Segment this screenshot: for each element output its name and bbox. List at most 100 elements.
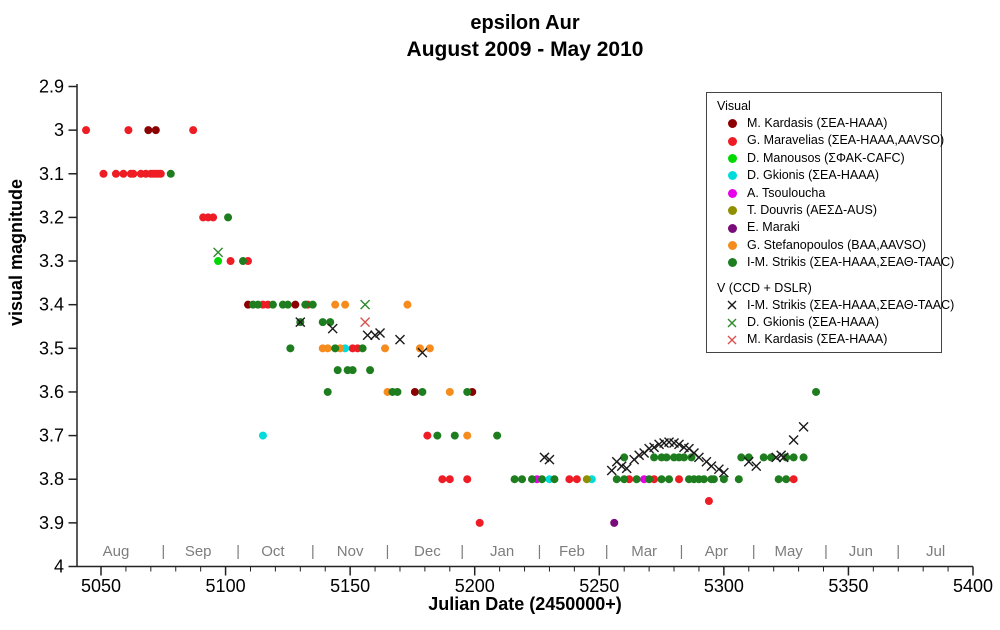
y-tick-label: 3.6 [39,382,64,402]
legend-x-icon [717,334,747,346]
data-point-strikis_v [799,453,808,462]
month-label: Sep [185,543,212,560]
month-label: Apr [705,543,728,560]
legend-dot-icon [717,223,747,233]
dot-icon [727,153,737,163]
data-point-manousos_v [214,257,223,266]
x-tick-label: 5050 [81,576,121,596]
data-point-maravelias_v [789,475,798,484]
x-tick-label: 5300 [704,576,744,596]
data-point-strikis_ccd [771,452,782,463]
data-point-stefanopoulos_v [323,344,332,353]
data-point-strikis_ccd [544,454,555,465]
data-point-strikis_v [719,475,728,484]
data-point-strikis_v [687,453,696,462]
data-point-maravelias_v [572,475,581,484]
data-point-strikis_v [301,300,310,309]
data-point-maravelias_v [463,475,472,484]
x-tick-label: 5400 [953,576,993,596]
data-point-maravelias_v [129,169,138,178]
data-point-strikis_v [632,475,641,484]
legend-item-label: I-M. Strikis (ΣΕΑ-HAAA,ΣΕΑΘ-TAAC) [747,255,955,270]
data-point-strikis_v [366,366,375,375]
data-point-strikis_v [734,475,743,484]
data-point-maravelias_v [82,126,91,135]
data-point-kardasis_v [151,126,160,135]
data-point-maravelias_v [675,475,684,484]
legend: Visual M. Kardasis (ΣΕΑ-HAAA) G. Maravelia… [706,92,954,353]
legend-item-label: M. Kardasis (ΣΕΑ-HAAA) [747,116,888,130]
legend-item-strikis_ccd: I-M. Strikis (ΣΕΑ-HAAA,ΣΕΑΘ-TAAC) [717,297,954,314]
month-label: Jul [926,543,945,560]
month-separator: | [236,543,240,560]
data-point-strikis_v [333,366,342,375]
data-point-stefanopoulos_v [331,300,340,309]
data-point-strikis_ccd [362,330,373,341]
data-point-maravelias_v [99,169,108,178]
month-label: Mar [631,543,657,560]
data-point-maraki_v [610,518,619,527]
month-label: Dec [414,543,441,560]
data-point-strikis_v [782,453,791,462]
data-point-strikis_ccd [394,334,405,345]
legend-dot-icon [717,188,747,198]
data-point-maravelias_v [438,475,447,484]
data-point-maravelias_v [189,126,198,135]
data-point-stefanopoulos_v [463,431,472,440]
data-point-strikis_ccd [718,467,729,478]
data-point-strikis_v [450,431,459,440]
data-point-strikis_ccd [649,442,660,453]
month-separator: | [752,543,756,560]
month-separator: | [161,543,165,560]
data-point-strikis_v [166,169,175,178]
data-point-strikis_v [650,453,659,462]
dot-icon [727,206,737,216]
legend-item-stefanopoulos_v: G. Stefanopoulos (BAA,AAVSO) [717,237,941,254]
x-marker-icon [727,318,737,328]
data-point-strikis_ccd [634,450,645,461]
data-point-strikis_ccd [295,317,306,328]
y-tick-label: 3 [54,120,64,140]
data-point-strikis_v [550,475,559,484]
data-point-strikis_ccd [621,463,632,474]
legend-item-label: I-M. Strikis (ΣΕΑ-HAAA,ΣΕΑΘ-TAAC) [747,297,955,312]
legend-item-label: G. Maravelias (ΣΕΑ-HAAA,AAVSO) [747,133,945,148]
data-point-maravelias_v [226,257,235,266]
data-point-strikis_v [393,387,402,396]
legend-group-header: Visual [717,99,751,113]
y-tick-label: 3.4 [39,295,64,315]
y-tick-label: 4 [54,557,64,577]
data-point-strikis_v [331,344,340,353]
month-label: Aug [103,543,130,560]
data-point-gkionis_v [258,431,267,440]
data-point-strikis_v [812,387,821,396]
data-point-strikis_ccd [375,328,386,339]
legend-x-icon [717,299,747,311]
data-point-stefanopoulos_v [381,344,390,353]
data-point-strikis_v [744,453,753,462]
legend-item-label: G. Stefanopoulos (BAA,AAVSO) [747,237,927,252]
data-point-strikis_v [737,453,746,462]
data-point-stefanopoulos_v [425,344,434,353]
data-point-strikis_ccd [713,464,724,475]
data-point-strikis_v [518,475,527,484]
month-separator: | [460,543,464,560]
legend-item-label: D. Gkionis (ΣΕΑ-HAAA) [747,314,880,329]
data-point-kardasis_v [291,300,300,309]
data-point-maravelias_v [111,169,120,178]
x-tick-label: 5350 [828,576,868,596]
legend-item-label: E. Maraki [747,220,800,235]
month-separator: | [538,543,542,560]
data-point-strikis_v [789,453,798,462]
data-point-strikis_v [510,475,519,484]
data-point-maravelias_v [209,213,218,222]
data-point-strikis_ccd [606,465,617,476]
month-label: Oct [261,543,285,560]
dot-icon [727,119,737,129]
month-separator: | [896,543,900,560]
dot-icon [727,188,737,198]
data-point-strikis_v [239,257,248,266]
legend-item-label: A. Tsouloucha [747,185,826,200]
x-axis-label: Julian Date (2450000+) [428,594,622,614]
data-point-maravelias_v [445,475,454,484]
